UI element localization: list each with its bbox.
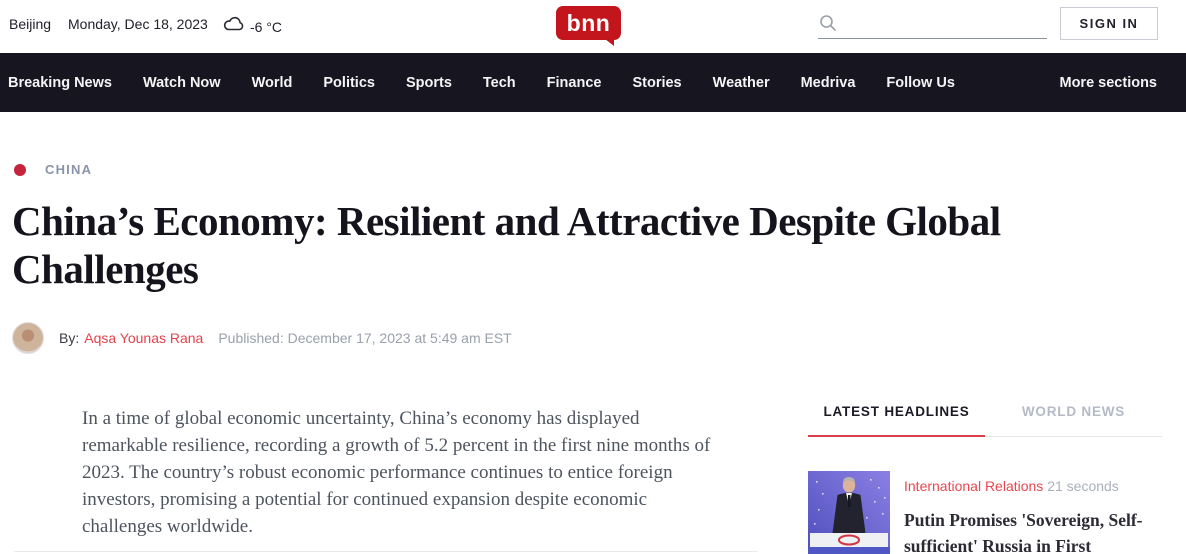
byline-row: By: Aqsa Younas Rana Published: December… (12, 322, 512, 354)
tab-world-news[interactable]: WORLD NEWS (1021, 404, 1126, 419)
news-meta-row: International Relations 21 seconds (904, 478, 1162, 494)
nav-item-weather[interactable]: Weather (712, 74, 770, 91)
news-thumbnail-putin[interactable] (808, 471, 890, 552)
temperature-label: -6 °C (250, 18, 283, 35)
nav-item-finance[interactable]: Finance (546, 74, 602, 91)
nav-item-follow-us[interactable]: Follow Us (886, 74, 955, 91)
article-title: China’s Economy: Resilient and Attractiv… (12, 198, 1001, 292)
byline-prefix: By: (59, 330, 80, 346)
weather-widget: -6 °C (222, 12, 282, 41)
bnn-logo-text: bnn (566, 9, 611, 36)
next-news-thumbnail-partial[interactable] (808, 552, 890, 554)
tab-latest-headlines[interactable]: LATEST HEADLINES (823, 404, 970, 419)
article-paragraph: In a time of global economic uncertainty… (82, 408, 711, 537)
nav-item-world[interactable]: World (251, 74, 293, 91)
main-nav: Breaking News Watch Now World Politics S… (0, 53, 1186, 112)
author-avatar (12, 322, 44, 354)
news-item-body: International Relations 21 seconds Putin… (904, 478, 1162, 554)
news-category-link[interactable]: International Relations (904, 478, 1044, 494)
category-link[interactable]: CHINA (45, 162, 93, 177)
location-label: Beijing (9, 16, 52, 32)
nav-item-stories[interactable]: Stories (632, 74, 682, 91)
nav-item-tech[interactable]: Tech (482, 74, 516, 91)
author-link[interactable]: Aqsa Younas Rana (84, 330, 204, 346)
news-title-link[interactable]: Putin Promises 'Sovereign, Self-sufficie… (904, 510, 1143, 554)
cloud-icon (222, 12, 246, 41)
top-bar: Beijing Monday, Dec 18, 2023 -6 °C bnn S… (0, 0, 1186, 53)
date-label: Monday, Dec 18, 2023 (68, 16, 208, 32)
nav-item-sports[interactable]: Sports (405, 74, 452, 91)
news-timestamp: 21 seconds (1047, 478, 1119, 494)
more-sections-button[interactable]: More sections (1059, 74, 1158, 91)
sidebar-tabs: LATEST HEADLINES WORLD NEWS (808, 404, 1162, 435)
nav-item-breaking-news[interactable]: Breaking News (8, 74, 112, 91)
search-icon[interactable] (818, 13, 838, 38)
nav-item-politics[interactable]: Politics (323, 74, 375, 91)
search-input[interactable] (838, 17, 1047, 34)
nav-item-medriva[interactable]: Medriva (800, 74, 856, 91)
tabs-active-underline (808, 435, 985, 437)
nav-item-watch-now[interactable]: Watch Now (142, 74, 221, 91)
category-dot-icon (14, 163, 26, 176)
category-row: CHINA (14, 162, 92, 177)
tabs-baseline (808, 436, 1162, 437)
bnn-logo[interactable]: bnn (556, 6, 621, 46)
article-divider (14, 551, 758, 552)
sign-in-button[interactable]: SIGN IN (1060, 7, 1158, 40)
published-timestamp: Published: December 17, 2023 at 5:49 am … (218, 330, 512, 346)
search-bar (818, 13, 1047, 39)
